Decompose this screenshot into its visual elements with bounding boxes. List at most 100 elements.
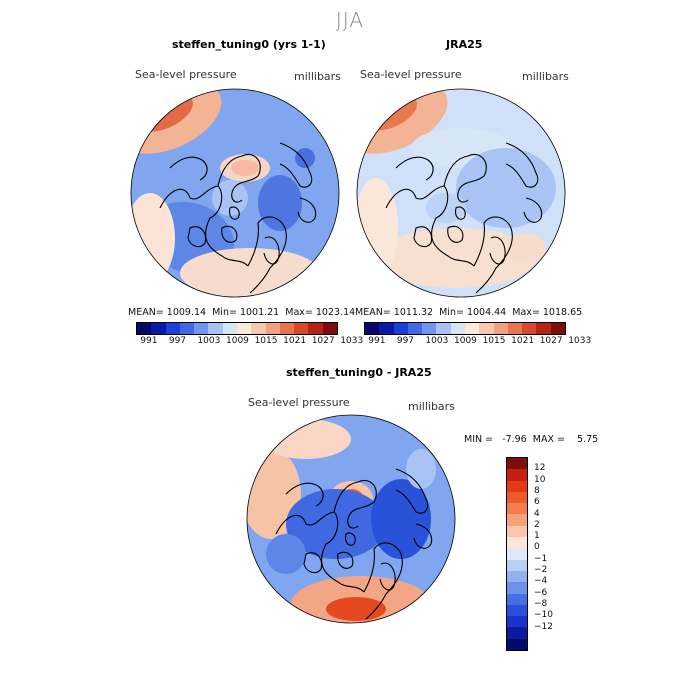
panel1-units: millibars <box>294 70 341 83</box>
colorbar-swatch <box>507 480 527 492</box>
colorbar-tick-label: 997 <box>168 336 187 346</box>
colorbar-tick-label: 1015 <box>482 336 506 346</box>
colorbar-swatch <box>507 491 527 504</box>
colorbar-tick-label: 8 <box>534 485 540 496</box>
colorbar-tick-label: 10 <box>534 474 546 485</box>
panel1-stats: MEAN= 1009.14 Min= 1001.21 Max= 1023.14 <box>128 307 356 318</box>
colorbar-tick-label: −12 <box>534 621 553 632</box>
diff-stats: MIN = -7.96 MAX = 5.75 <box>464 434 599 445</box>
colorbar-tick-label: 1021 <box>511 336 535 346</box>
colorbar-swatch <box>522 323 537 334</box>
colorbar-swatch <box>194 323 209 334</box>
colorbar-tick-label: 1027 <box>539 336 563 346</box>
coastline <box>169 156 208 181</box>
diff-variable: Sea-level pressure <box>248 396 350 409</box>
pressure-region <box>180 248 320 297</box>
panel1-title: steffen_tuning0 (yrs 1-1) <box>172 38 326 51</box>
colorbar-swatch <box>507 593 527 605</box>
coastline <box>413 226 433 248</box>
colorbar-tick-label: 1003 <box>197 336 221 346</box>
colorbar-swatch <box>322 323 337 334</box>
coastline <box>523 197 543 223</box>
coastline <box>473 216 513 294</box>
colorbar-swatch <box>436 323 451 334</box>
season-title: JJA <box>335 8 365 32</box>
colorbar-swatch <box>422 323 437 334</box>
coastline <box>345 532 356 546</box>
colorbar-tick-label: −8 <box>534 598 548 609</box>
map-boundary <box>130 88 340 298</box>
colorbar-swatch <box>507 559 527 571</box>
pressure-region <box>286 489 386 559</box>
coastline <box>159 185 249 267</box>
colorbar-swatch <box>151 323 166 334</box>
pressure-region <box>212 180 248 216</box>
coastline <box>247 216 287 294</box>
panel1-colorbar-ticks: 991 997 1003 1009 1015 1021 1027 1033 <box>136 336 363 348</box>
panel1-polar-map <box>130 88 340 298</box>
coastline <box>279 142 313 188</box>
pressure-region <box>266 534 306 574</box>
colorbar-swatch <box>208 323 223 334</box>
colorbar-swatch <box>507 503 527 515</box>
colorbar-tick-label: 1009 <box>454 336 477 346</box>
coastline <box>395 468 429 514</box>
colorbar-tick-label: 12 <box>534 463 546 474</box>
colorbar-swatch <box>379 323 394 334</box>
colorbar-swatch <box>464 323 480 334</box>
colorbar-swatch <box>479 323 494 334</box>
colorbar-tick-label: 6 <box>534 497 540 508</box>
colorbar-tick-label: 1021 <box>283 336 307 346</box>
diff-units: millibars <box>408 400 455 413</box>
colorbar-swatch <box>507 627 527 639</box>
map-field <box>131 89 339 297</box>
colorbar-swatch <box>550 323 565 334</box>
colorbar-tick-label: 0 <box>534 542 540 553</box>
colorbar-tick-label: 1015 <box>254 336 278 346</box>
colorbar-swatch <box>236 323 252 334</box>
coastline <box>303 552 323 574</box>
colorbar-tick-label: −4 <box>534 576 548 587</box>
colorbar-tick-label: −6 <box>534 587 548 598</box>
colorbar-tick-label: 1 <box>534 531 540 542</box>
pressure-region <box>357 178 398 278</box>
colorbar-tick-label: −1 <box>534 553 548 564</box>
colorbar-swatch <box>450 323 465 334</box>
colorbar-swatch <box>507 525 527 538</box>
coastline <box>297 197 317 223</box>
coastline <box>379 562 396 591</box>
colorbar-swatch <box>222 323 237 334</box>
colorbar-swatch <box>507 616 527 628</box>
panel2-colorbar <box>364 322 566 335</box>
coastline <box>505 142 539 188</box>
colorbar-swatch <box>393 323 408 334</box>
colorbar-swatch <box>507 548 527 560</box>
coastline <box>395 156 434 181</box>
colorbar-swatch <box>365 323 380 334</box>
panel2-colorbar-ticks: 991 997 1003 1009 1015 1021 1027 1033 <box>364 336 591 348</box>
colorbar-tick-label: −10 <box>534 610 553 621</box>
colorbar-swatch <box>507 570 527 583</box>
colorbar-tick-label: 1009 <box>226 336 249 346</box>
diff-colorbar <box>506 457 528 652</box>
coastline <box>263 236 280 265</box>
colorbar-swatch <box>507 514 527 526</box>
coastline <box>221 225 238 243</box>
pressure-region <box>295 148 315 168</box>
colorbar-swatch <box>137 323 152 334</box>
colorbar-tick-label: 1027 <box>311 336 335 346</box>
coastline <box>285 482 324 507</box>
colorbar-tick-label: 4 <box>534 508 540 519</box>
coastline <box>363 542 403 620</box>
coastline <box>333 480 377 529</box>
panel2-variable: Sea-level pressure <box>360 68 462 81</box>
colorbar-tick-label: −2 <box>534 565 548 575</box>
coastline <box>385 185 475 267</box>
map-boundary <box>246 414 456 624</box>
pressure-region <box>371 479 431 559</box>
colorbar-swatch <box>179 323 195 334</box>
coastline <box>187 226 207 248</box>
panel2-polar-map <box>356 88 566 298</box>
colorbar-swatch <box>507 323 523 334</box>
pressure-region <box>406 449 436 489</box>
